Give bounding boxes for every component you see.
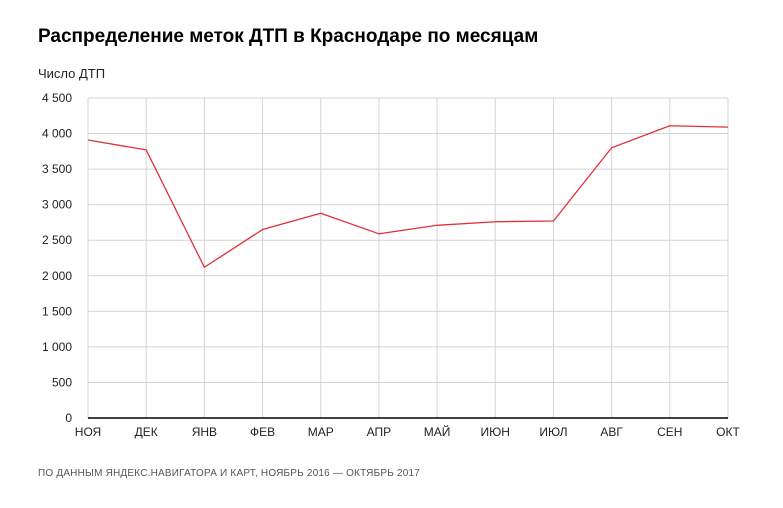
x-axis-ticks: НОЯ ДЕК ЯНВ ФЕВ МАР АПР МАЙ ИЮН ИЮЛ АВГ СЕН ОКТ (75, 424, 741, 439)
y-tick-label: 4 500 (42, 91, 72, 105)
y-axis-label: Число ДТП (38, 66, 106, 81)
y-tick-label: 500 (52, 375, 72, 389)
y-tick-label: 2 500 (42, 233, 72, 247)
x-tick-label: ФЕВ (250, 425, 275, 439)
x-tick-label: СЕН (657, 425, 682, 439)
y-tick-label: 1 500 (42, 304, 72, 318)
x-tick-label: АВГ (600, 425, 623, 439)
x-tick-label: ДЕК (135, 425, 158, 439)
y-tick-label: 1 000 (42, 340, 72, 354)
grid-lines (87, 97, 729, 418)
y-tick-label: 0 (65, 411, 72, 425)
series-line (87, 125, 729, 268)
x-tick-label: МАР (308, 425, 334, 439)
x-tick-label: ИЮЛ (539, 425, 567, 439)
source-note: ПО ДАННЫМ ЯНДЕКС.НАВИГАТОРА И КАРТ, НОЯБ… (38, 468, 421, 479)
y-axis-ticks: 0 500 1 000 1 500 2 000 2 500 3 000 3 500 4 000 4… (42, 91, 72, 425)
y-tick-label: 3 000 (42, 198, 72, 212)
y-tick-label: 4 000 (42, 127, 72, 141)
y-tick-label: 2 000 (42, 269, 72, 283)
x-tick-label: ИЮН (481, 425, 510, 439)
x-tick-label: АПР (367, 425, 392, 439)
chart-title: Распределение меток ДТП в Краснодаре по … (38, 26, 539, 47)
series-group (87, 125, 729, 268)
x-tick-label: НОЯ (75, 425, 101, 439)
x-tick-label: ЯНВ (192, 425, 217, 439)
y-tick-label: 3 500 (42, 162, 72, 176)
x-tick-label: ОКТ (716, 425, 740, 439)
x-tick-label: МАЙ (424, 424, 451, 439)
